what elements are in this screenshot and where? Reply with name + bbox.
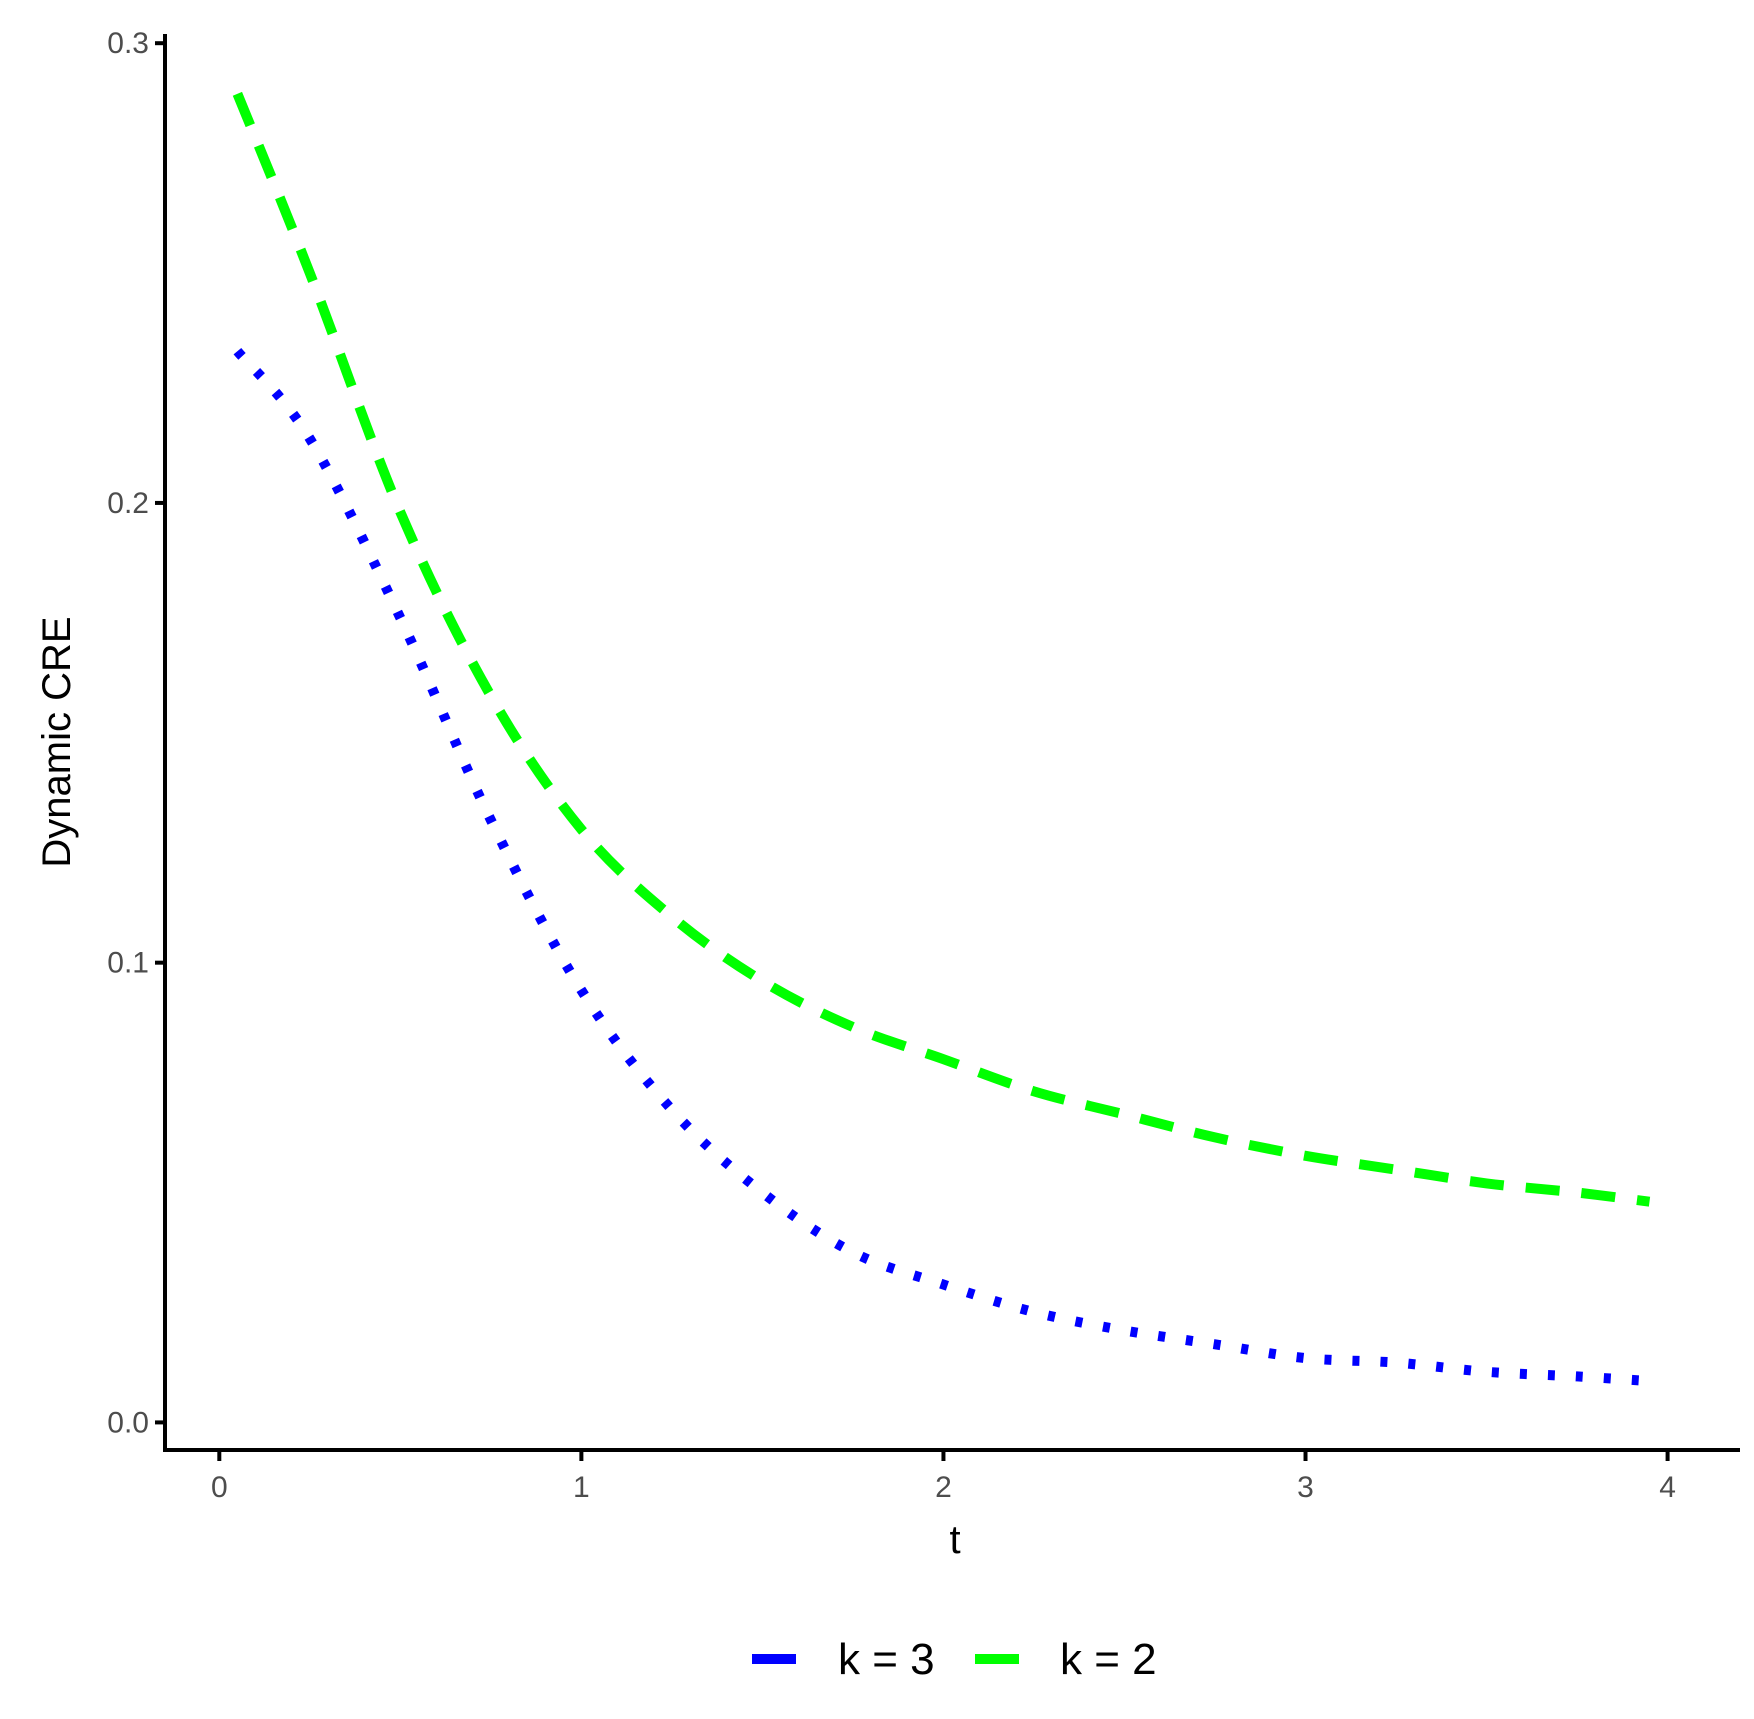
x-tick-label: 2 [935,1471,952,1504]
y-tick-label: 0.2 [107,487,149,520]
x-tick-label: 1 [573,1471,590,1504]
plot-lines [232,91,1651,1386]
legend-label-2: k = 2 [1060,1635,1157,1684]
y-axis-title: Dynamic CRE [35,616,79,867]
x-tick-label: 0 [211,1471,228,1504]
series-line-1 [233,347,1650,1386]
y-tick-label: 0.1 [107,947,149,980]
legend: k = 3 k = 2 [752,1635,1157,1684]
x-axis-ticks: 0 1 2 3 4 [211,1450,1676,1504]
x-axis-title: t [949,1518,960,1562]
y-tick-label: 0.0 [107,1406,149,1439]
x-tick-label: 4 [1659,1471,1676,1504]
x-tick-label: 3 [1297,1471,1314,1504]
y-axis-ticks: 0.0 0.1 0.2 0.3 [107,27,165,1439]
y-tick-label: 0.3 [107,27,149,60]
series-line-2 [232,91,1651,1207]
legend-label-1: k = 3 [838,1635,935,1684]
